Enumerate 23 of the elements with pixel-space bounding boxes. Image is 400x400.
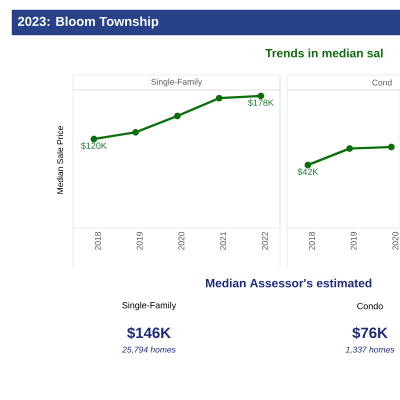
x-tick-label: 2020 bbox=[392, 232, 398, 250]
x-tick-label: 2021 bbox=[220, 232, 226, 250]
text: $76K bbox=[352, 326, 388, 340]
text: Condo bbox=[357, 302, 383, 310]
text: Single-Family bbox=[122, 302, 176, 310]
chart-title: Cond bbox=[372, 79, 392, 86]
data-label: $120K bbox=[81, 142, 107, 150]
text: 25,794 homes bbox=[122, 346, 176, 354]
text: Median Assessor's estimated bbox=[206, 278, 372, 288]
chart-title: Single-Family bbox=[151, 78, 202, 86]
x-tick-label: 2018 bbox=[308, 232, 315, 250]
x-tick-label: 2020 bbox=[178, 232, 184, 250]
y-axis-title: Median Sale Price bbox=[56, 126, 64, 194]
text: Trends in median sal bbox=[265, 48, 383, 58]
data-label: $178K bbox=[248, 99, 274, 106]
text: 2023: Bloom Township bbox=[18, 16, 158, 29]
x-tick-label: 2019 bbox=[136, 232, 143, 250]
text: 1,337 homes bbox=[346, 346, 394, 354]
x-tick-label: 2022 bbox=[262, 232, 268, 250]
data-label: $42K bbox=[298, 168, 318, 176]
text: $146K bbox=[127, 326, 171, 340]
x-tick-label: 2019 bbox=[350, 232, 357, 250]
x-tick-label: 2018 bbox=[94, 232, 101, 250]
